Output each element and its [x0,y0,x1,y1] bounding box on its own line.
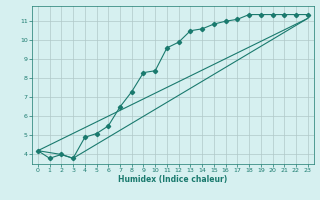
X-axis label: Humidex (Indice chaleur): Humidex (Indice chaleur) [118,175,228,184]
